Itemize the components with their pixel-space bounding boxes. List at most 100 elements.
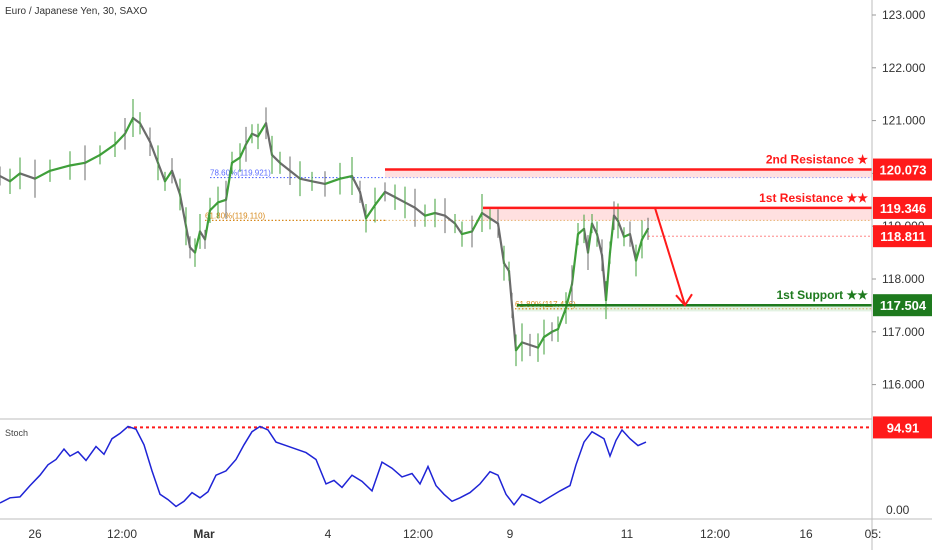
forecast-arrow-head bbox=[675, 293, 693, 307]
price-segment bbox=[323, 177, 342, 186]
price-segment bbox=[123, 116, 135, 135]
price-segment bbox=[350, 174, 362, 193]
price-segment bbox=[393, 196, 407, 204]
price-segment bbox=[18, 172, 37, 180]
price-segment bbox=[528, 343, 540, 349]
price-segment bbox=[184, 225, 192, 249]
stoch-tick-label: 0.00 bbox=[886, 503, 910, 517]
current-price-text: 118.811 bbox=[880, 229, 926, 244]
price-segment bbox=[628, 233, 638, 262]
price-segment bbox=[634, 238, 644, 262]
price-segment bbox=[373, 190, 387, 207]
fib-label: 61.80%(119.110) bbox=[205, 211, 266, 220]
level-value-box bbox=[873, 294, 932, 317]
price-segment bbox=[608, 214, 616, 254]
price-segment bbox=[383, 190, 397, 199]
price-segment bbox=[238, 143, 248, 159]
price-segment bbox=[542, 330, 554, 339]
price-segment bbox=[148, 140, 160, 164]
price-segment bbox=[570, 233, 580, 286]
price-segment bbox=[0, 174, 12, 183]
price-segment bbox=[8, 172, 22, 183]
x-tick-label: 16 bbox=[799, 527, 813, 541]
price-segment bbox=[364, 203, 377, 220]
price-segment bbox=[170, 169, 182, 196]
price-segment bbox=[590, 222, 599, 236]
x-tick-label: 05: bbox=[865, 527, 882, 541]
price-segment bbox=[216, 198, 228, 204]
price-segment bbox=[264, 122, 274, 157]
price-segment bbox=[278, 161, 292, 172]
x-tick-label: 11 bbox=[621, 527, 634, 541]
price-segment bbox=[423, 211, 437, 217]
price-segment bbox=[224, 161, 234, 201]
price-segment bbox=[83, 153, 102, 164]
price-segment bbox=[156, 161, 167, 183]
x-tick-label: 12:00 bbox=[107, 527, 137, 541]
stoch-line bbox=[0, 425, 647, 508]
x-tick-label: 9 bbox=[507, 527, 514, 541]
price-segment bbox=[113, 132, 127, 146]
level-value-box bbox=[873, 196, 932, 219]
price-segment bbox=[604, 251, 612, 302]
price-segment bbox=[586, 222, 594, 254]
price-segment bbox=[208, 201, 220, 212]
price-segment bbox=[178, 193, 188, 228]
price-segment bbox=[256, 122, 268, 138]
price-segment bbox=[640, 227, 650, 241]
price-segment bbox=[612, 214, 620, 223]
level-value-box bbox=[873, 158, 932, 181]
price-segment bbox=[433, 211, 447, 217]
price-tick-label: 117.000 bbox=[882, 325, 925, 339]
price-segment bbox=[288, 169, 302, 180]
x-tick-label: Mar bbox=[193, 527, 215, 541]
price-segment bbox=[576, 227, 586, 236]
price-segment bbox=[510, 304, 518, 352]
level-value-text: 120.073 bbox=[880, 163, 927, 178]
price-segment bbox=[203, 209, 212, 241]
price-segment bbox=[556, 306, 568, 331]
price-segment bbox=[270, 153, 282, 164]
price-segment bbox=[496, 222, 506, 265]
level-label: 1st Resistance ★★ bbox=[759, 191, 868, 205]
price-segment bbox=[600, 254, 608, 302]
price-segment bbox=[338, 174, 354, 180]
price-segment bbox=[33, 169, 52, 180]
price-segment bbox=[460, 230, 474, 236]
chart-title: Euro / Japanese Yen, 30, SAXO bbox=[5, 6, 148, 17]
price-segment bbox=[230, 156, 242, 164]
price-segment bbox=[403, 201, 417, 209]
x-tick-label: 4 bbox=[325, 527, 332, 541]
price-tick-label: 122.000 bbox=[882, 61, 926, 75]
price-segment bbox=[443, 214, 457, 225]
level-zone bbox=[385, 169, 872, 178]
price-segment bbox=[358, 190, 368, 220]
price-segment bbox=[193, 230, 202, 254]
stoch-value-box bbox=[873, 416, 932, 439]
price-segment bbox=[480, 211, 492, 220]
price-segment bbox=[514, 341, 524, 352]
level-value-text: 119.346 bbox=[880, 201, 926, 216]
level-label: 2nd Resistance ★ bbox=[766, 153, 868, 167]
x-tick-label: 12:00 bbox=[403, 527, 433, 541]
price-segment bbox=[502, 262, 511, 273]
price-segment bbox=[68, 161, 87, 167]
price-segment bbox=[244, 132, 254, 146]
price-pane: 78.60%(119.921)61.80%(119.110)61.80%(117… bbox=[0, 98, 872, 367]
price-segment bbox=[582, 227, 590, 254]
price-tick-label: 116.000 bbox=[882, 378, 925, 392]
price-segment bbox=[298, 177, 314, 183]
price-segment bbox=[470, 211, 484, 233]
price-segment bbox=[413, 206, 427, 217]
price-segment bbox=[595, 233, 604, 257]
x-tick-label: 26 bbox=[28, 527, 42, 541]
price-segment bbox=[536, 335, 546, 349]
price-segment bbox=[131, 116, 142, 125]
stoch-label: Stoch bbox=[5, 428, 29, 438]
level-label: 1st Support ★★ bbox=[776, 288, 868, 302]
price-segment bbox=[48, 164, 72, 172]
price-tick-label: 118.000 bbox=[882, 272, 925, 286]
